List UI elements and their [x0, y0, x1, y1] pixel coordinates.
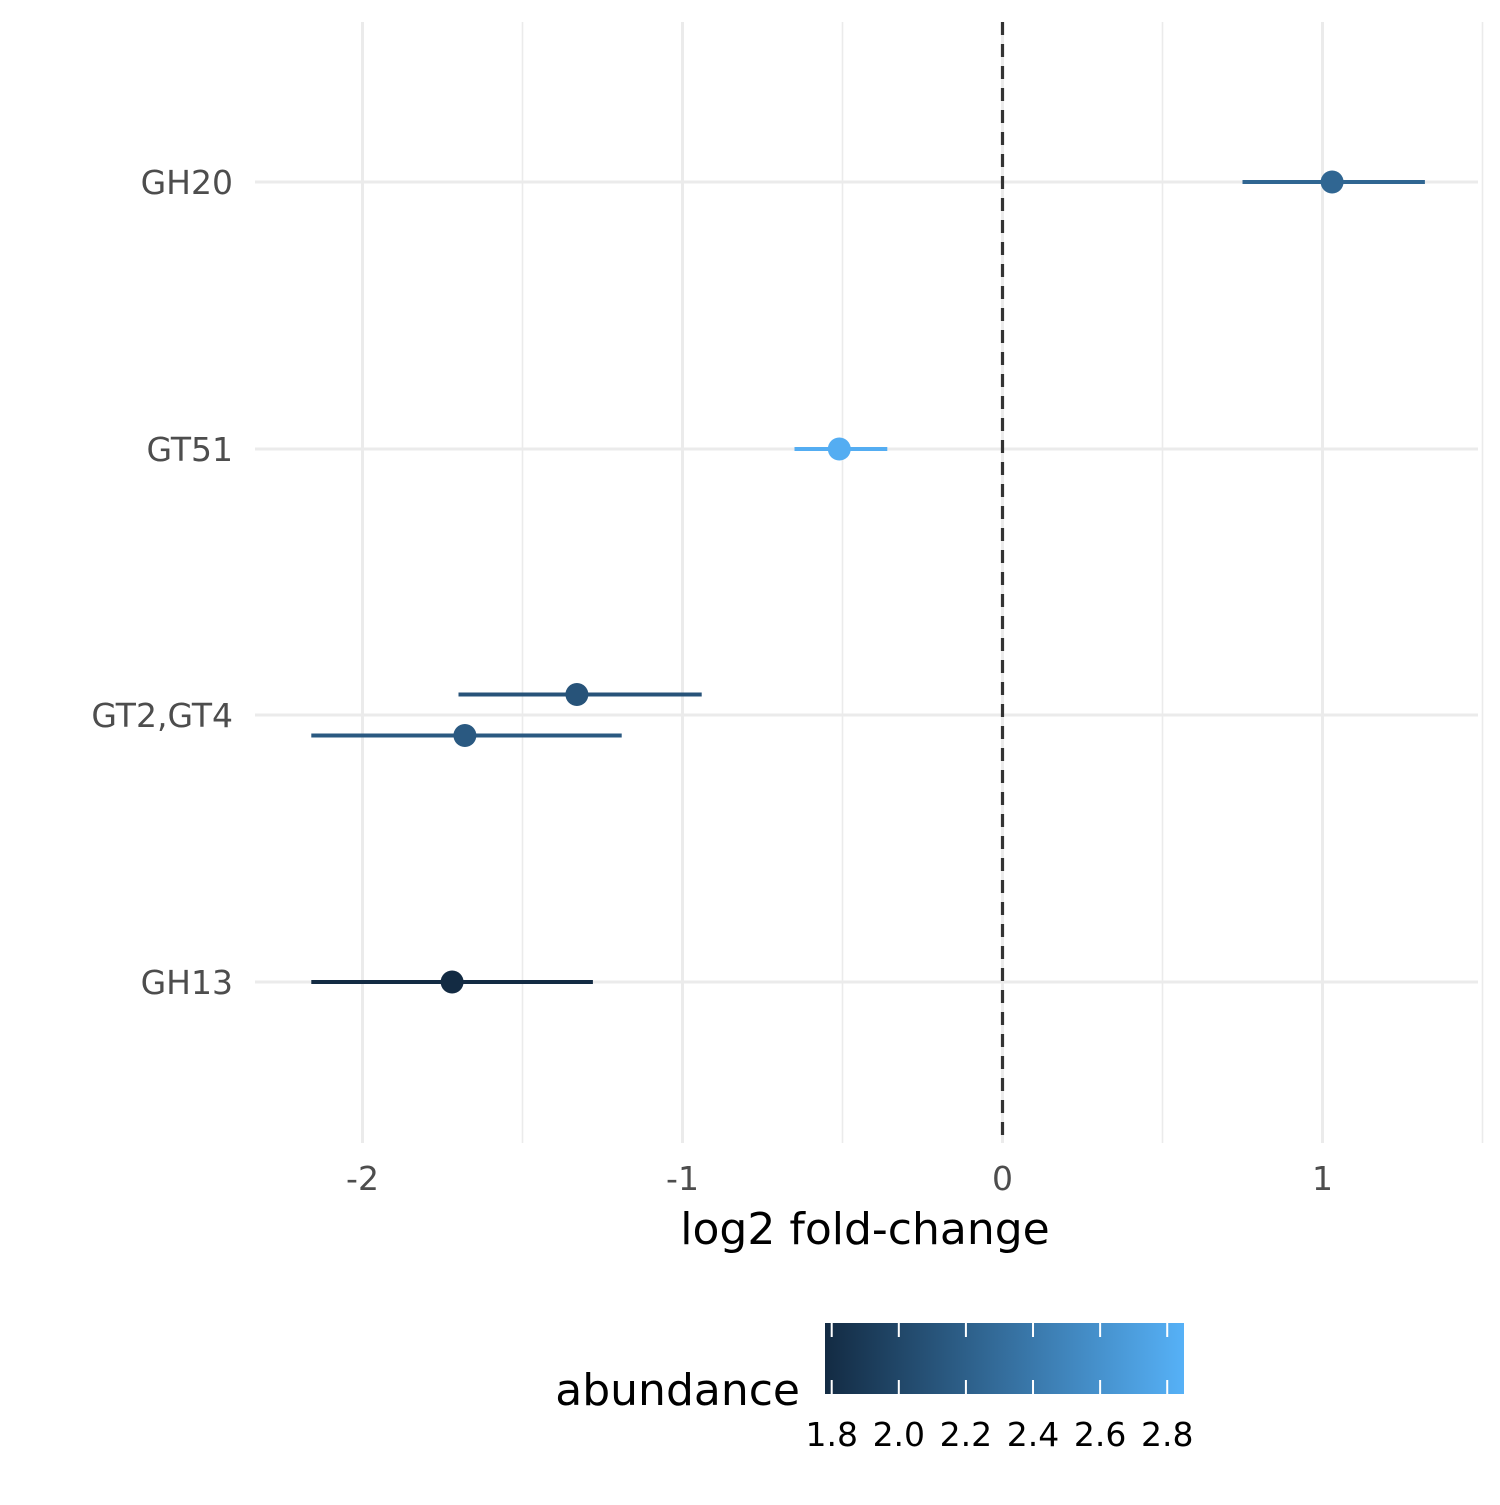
point-estimate [453, 724, 477, 747]
legend: abundance 1.8 2.0 2.2 2.4 2.6 2.8 [555, 1323, 1193, 1454]
x-tick-label: 1 [1312, 1159, 1333, 1198]
legend-title: abundance [555, 1365, 800, 1416]
x-axis-title: log2 fold-change [680, 1204, 1049, 1255]
y-axis: GH20 GT51 GT2,GT4 GH13 [91, 163, 233, 1002]
legend-tick-label: 2.6 [1074, 1415, 1126, 1454]
legend-ticks: 1.8 2.0 2.2 2.4 2.6 2.8 [805, 1323, 1193, 1454]
data-marks [311, 170, 1425, 994]
x-tick-label: -1 [666, 1159, 699, 1198]
legend-tick-label: 2.0 [873, 1415, 925, 1454]
grid [255, 22, 1484, 1143]
y-tick-label: GT2,GT4 [91, 696, 233, 735]
point-estimate [440, 970, 464, 994]
y-tick-label: GH20 [141, 163, 233, 202]
point-estimate [1320, 170, 1344, 194]
x-tick-label: 0 [992, 1159, 1013, 1198]
legend-tick-label: 2.2 [940, 1415, 992, 1454]
x-tick-label: -2 [346, 1159, 379, 1198]
x-axis: -2 -1 0 1 [346, 1159, 1333, 1198]
legend-tick-label: 2.4 [1007, 1415, 1059, 1454]
y-tick-label: GH13 [141, 963, 233, 1002]
legend-tick-label: 1.8 [805, 1415, 857, 1454]
point-estimate [565, 683, 589, 706]
legend-tick-label: 2.8 [1141, 1415, 1193, 1454]
point-estimate [827, 437, 851, 461]
legend-colorbar [825, 1323, 1184, 1394]
y-tick-label: GT51 [146, 430, 233, 469]
